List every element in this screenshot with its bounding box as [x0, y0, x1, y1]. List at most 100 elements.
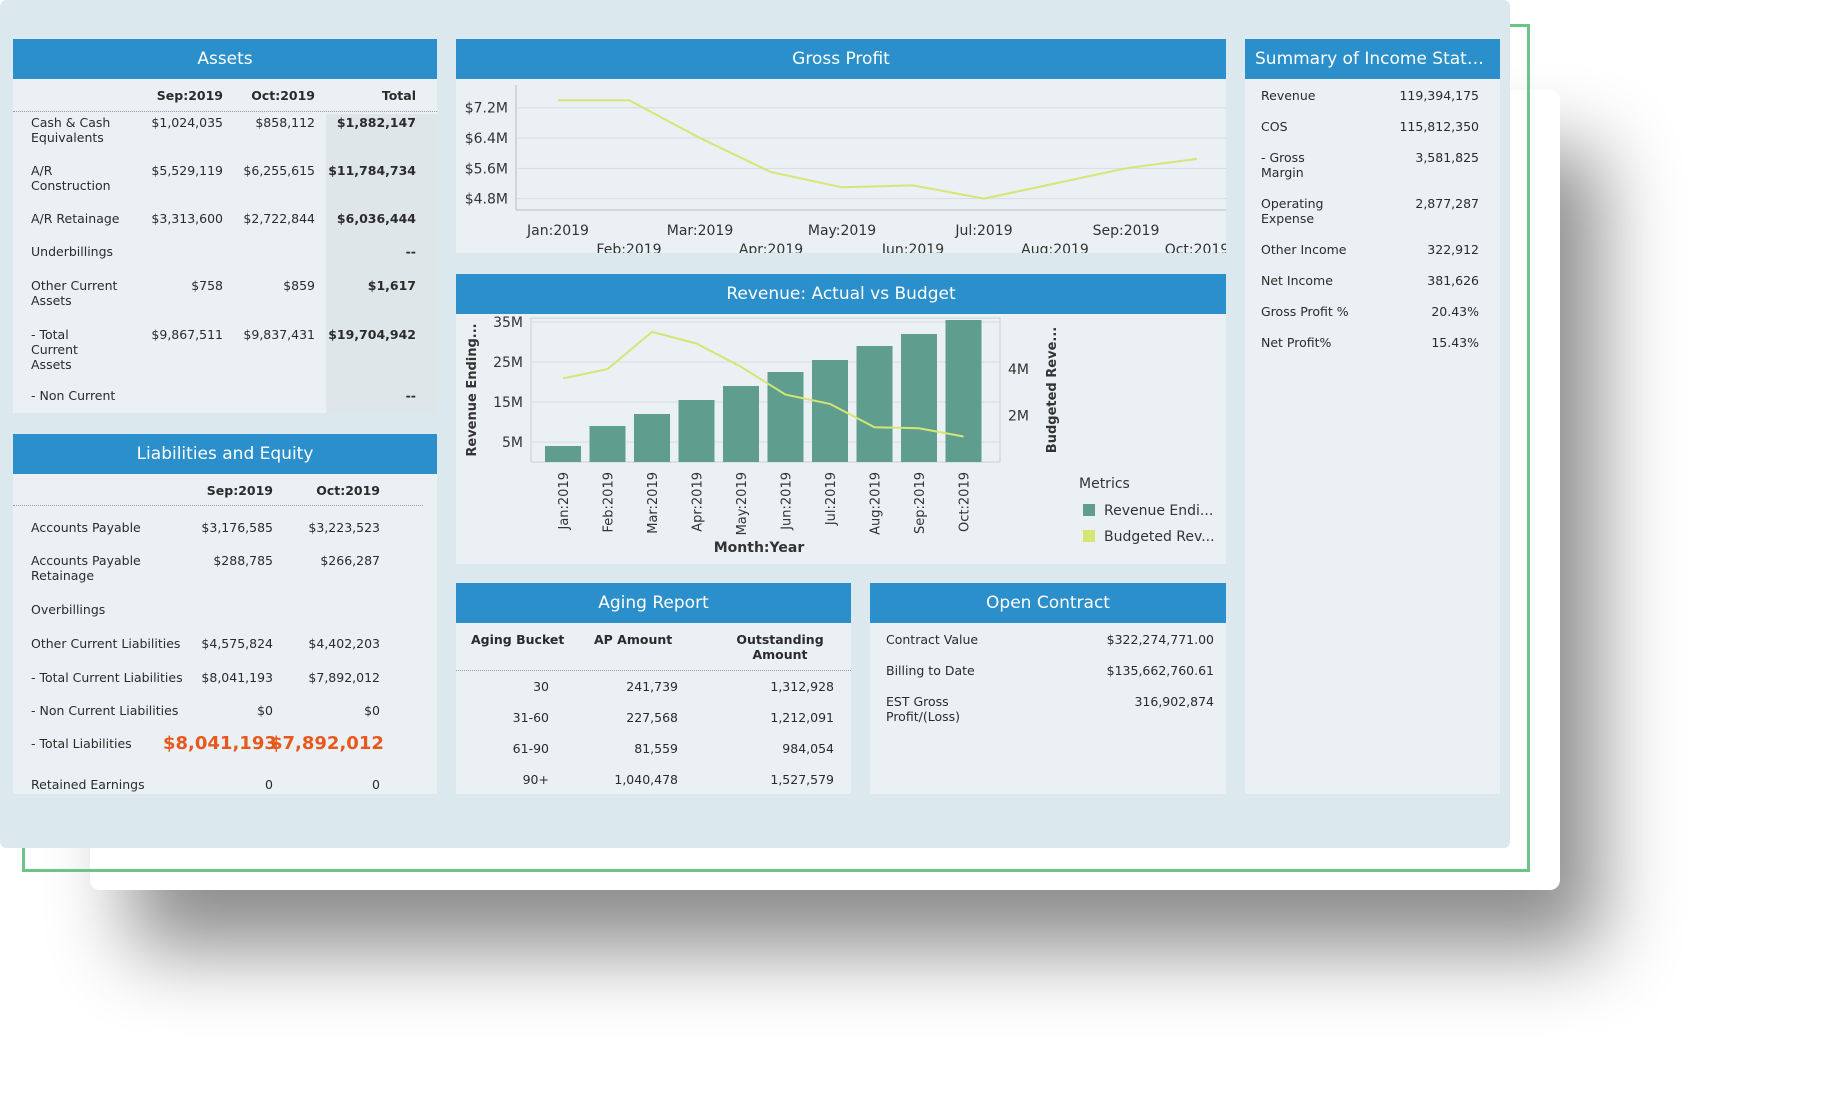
contract-label: Billing to Date: [886, 663, 975, 678]
assets-title: Assets: [13, 39, 437, 79]
x-tick-label: Aug:2019: [869, 472, 884, 535]
summary-value: 3,581,825: [1415, 150, 1479, 165]
left-tick-label: 35M: [493, 315, 523, 331]
x-tick-label: Oct:2019: [958, 472, 973, 532]
value-oct: $4,402,203: [308, 636, 380, 651]
value-sep: 0: [265, 777, 273, 792]
summary-label: Revenue: [1261, 88, 1316, 103]
x-tick-label: Feb:2019: [596, 242, 661, 253]
liabilities-title: Liabilities and Equity: [13, 434, 437, 474]
gross-profit-line: [558, 99, 1198, 200]
col-header-sep: Sep:2019: [206, 483, 273, 498]
value-sep: $4,575,824: [201, 636, 273, 651]
left-tick-label: 15M: [493, 395, 523, 411]
row-label: - Total Current Assets: [31, 327, 78, 372]
col-header-outstanding: Outstanding Amount: [736, 632, 824, 662]
value-sep: $3,313,600: [151, 211, 223, 226]
y-tick-label: $4.8M: [465, 192, 508, 208]
revenue-bar: [589, 426, 626, 462]
left-tick-label: 5M: [502, 435, 523, 451]
row-label: - Non Current Liabilities: [31, 703, 179, 718]
value-sep: $9,867,511: [151, 327, 223, 342]
gross-profit-chart: $7.2M $6.4M $5.6M $4.8M Jan:2019 Mar:2019 May:…: [465, 85, 1226, 253]
summary-value: 381,626: [1427, 273, 1479, 288]
contract-value: $135,662,760.61: [1106, 663, 1214, 678]
summary-panel: Summary of Income State... Revenue 119,39…: [1245, 39, 1500, 794]
plot-area: [530, 317, 1001, 463]
x-tick-label: Oct:2019: [1165, 242, 1226, 253]
row-label: Overbillings: [31, 602, 106, 617]
x-tick-label: Apr:2019: [691, 472, 706, 532]
row-label: Other Current Assets: [31, 278, 118, 308]
x-tick-label: Apr:2019: [739, 242, 803, 253]
value-total: $6,036,444: [336, 211, 416, 226]
revenue-bar: [678, 400, 715, 462]
open-contract-panel: Open Contract Contract Value $322,274,771…: [870, 583, 1226, 794]
value-oct: $858,112: [255, 115, 315, 130]
value-sep: $758: [191, 278, 223, 293]
total-column-shade: [326, 114, 437, 413]
x-tick-label: Jan:2019: [526, 223, 589, 239]
legend-swatch-revenue: [1083, 504, 1095, 516]
summary-label: COS: [1261, 119, 1288, 134]
value-oct: $6,255,615: [243, 163, 315, 178]
summary-label: Operating Expense: [1261, 196, 1324, 226]
col-header-ap: AP Amount: [594, 632, 673, 647]
contract-value: $322,274,771.00: [1106, 632, 1214, 647]
value-oct: $266,287: [320, 553, 380, 568]
contract-value: 316,902,874: [1134, 694, 1214, 709]
x-tick-label: Mar:2019: [667, 223, 734, 239]
summary-label: - Gross Margin: [1261, 150, 1305, 180]
budget-line: [562, 330, 964, 438]
col-header-total: Total: [381, 88, 416, 103]
value-oct: $9,837,431: [243, 327, 315, 342]
summary-value: 20.43%: [1431, 304, 1479, 319]
revenue-bar: [945, 320, 982, 462]
summary-label: Gross Profit %: [1261, 304, 1349, 319]
x-tick-label: Jun:2019: [780, 472, 795, 531]
value-total: $1,617: [367, 278, 416, 293]
assets-table: Sep:2019 Oct:2019 Total Cash & Cash Equivale…: [13, 79, 437, 413]
liabilities-panel: Liabilities and Equity Sep:2019 Oct:2019 A…: [13, 434, 437, 794]
y-tick-label: $6.4M: [465, 131, 508, 147]
value-total: --: [405, 388, 416, 403]
aging-bucket: 61-90: [512, 741, 549, 756]
value-sep: $5,529,119: [151, 163, 223, 178]
header-divider: [13, 111, 437, 112]
aging-ap: 241,739: [626, 679, 678, 694]
row-label: A/R Retainage: [31, 211, 120, 226]
liabilities-table: Sep:2019 Oct:2019 Accounts Payable $3,176,5…: [13, 474, 437, 794]
row-label: - Total Current Liabilities: [31, 670, 183, 685]
right-axis-label: Budgeted Reve...: [1045, 327, 1060, 453]
revenue-bar: [634, 414, 670, 462]
row-label: Other Current Liabilities: [31, 636, 181, 651]
aging-title: Aging Report: [456, 583, 851, 623]
value-total: $1,882,147: [336, 115, 416, 130]
aging-bucket: 30: [533, 679, 549, 694]
value-oct: $2,722,844: [243, 211, 315, 226]
revenue-title: Revenue: Actual vs Budget: [456, 274, 1226, 314]
revenue-chart: 35M 25M 15M 5M 4M 2M Revenue Ending... Budgeted…: [465, 315, 1215, 556]
row-label: - Total Liabilities: [31, 736, 132, 751]
right-tick-label: 2M: [1008, 409, 1029, 425]
x-tick-label: Jan:2019: [557, 472, 572, 531]
assets-panel: Assets Sep:2019 Oct:2019 Total Cash & Cash E…: [13, 39, 437, 413]
revenue-bar: [723, 386, 759, 462]
legend-label-revenue: Revenue Endi...: [1104, 503, 1213, 519]
summary-label: Net Profit%: [1261, 335, 1332, 350]
aging-ap: 227,568: [626, 710, 678, 725]
summary-value: 119,394,175: [1399, 88, 1479, 103]
row-label: Accounts Payable Retainage: [31, 553, 141, 583]
value-oct: $3,223,523: [308, 520, 380, 535]
revenue-bar: [545, 446, 581, 462]
value-sep: $8,041,193: [201, 670, 273, 685]
row-label: Underbillings: [31, 244, 114, 259]
summary-table: Revenue 119,394,175 COS 115,812,350 - Gross M…: [1245, 79, 1500, 794]
aging-bucket: 31-60: [512, 710, 549, 725]
right-tick-label: 4M: [1008, 362, 1029, 378]
value-oct: 0: [372, 777, 380, 792]
col-header-bucket: Aging Bucket: [471, 632, 565, 647]
row-label: - Non Current: [31, 388, 116, 403]
x-tick-label: Jul:2019: [954, 223, 1012, 239]
x-tick-label: Sep:2019: [1093, 223, 1160, 239]
